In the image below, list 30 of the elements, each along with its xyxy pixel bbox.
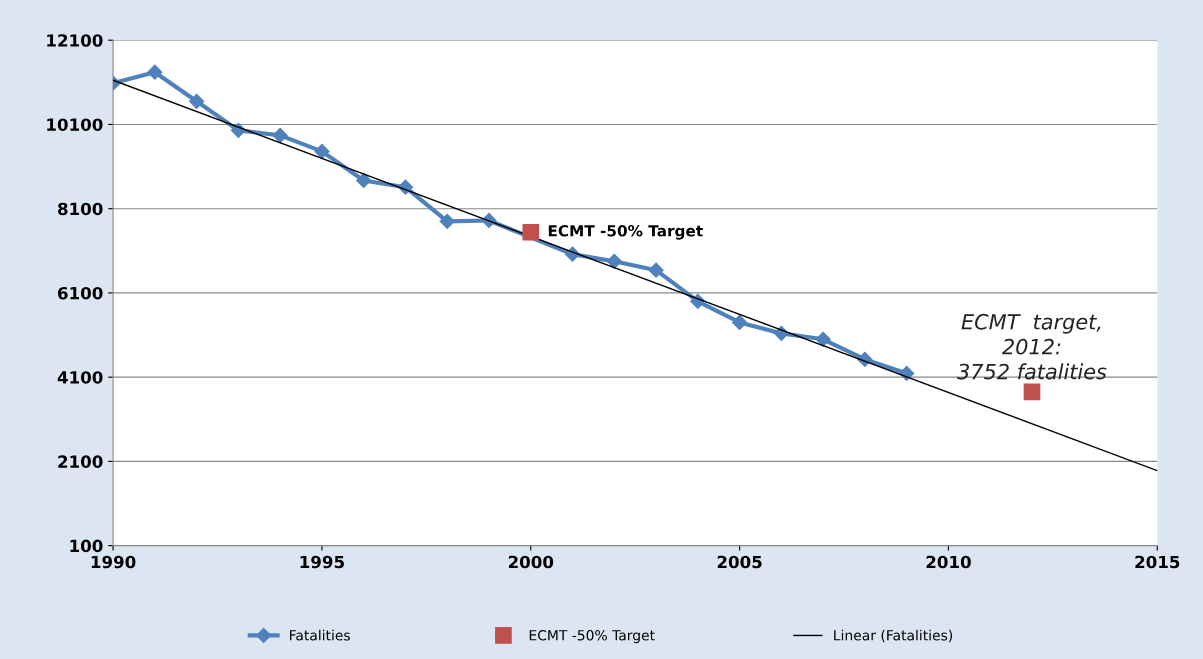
x-tick-label: 1990 xyxy=(91,555,136,569)
point xyxy=(356,172,372,189)
point xyxy=(314,143,330,159)
y-tick-label: 8100 xyxy=(57,202,103,216)
point xyxy=(732,314,748,330)
x-tick-label: 2000 xyxy=(508,555,554,569)
legend-label: Linear (Fatalities) xyxy=(834,629,953,643)
point xyxy=(815,331,831,347)
x-tick-label: 2005 xyxy=(717,555,762,569)
point xyxy=(147,64,163,80)
y-tick-label: 10100 xyxy=(47,118,103,132)
point xyxy=(1023,383,1041,401)
point xyxy=(648,262,664,278)
x-tick-label: 2010 xyxy=(926,555,971,569)
point xyxy=(522,223,540,241)
annotation: ECMT target, 2012: 3752 fatalities xyxy=(957,313,1107,380)
y-tick-label: 100 xyxy=(70,539,103,553)
y-tick-label: 2100 xyxy=(58,455,103,468)
y-tick-label: 4100 xyxy=(57,371,103,384)
annotation: ECMT -50% Target xyxy=(548,225,703,240)
point xyxy=(189,93,205,109)
x-tick-label: 2015 xyxy=(1135,555,1180,569)
x-tick-label: 1995 xyxy=(300,555,344,569)
y-tick-label: 6100 xyxy=(58,286,103,300)
legend-label: ECMT -50% Target xyxy=(529,630,655,644)
point xyxy=(439,213,455,229)
legend-label: Fatalities xyxy=(290,629,350,641)
point xyxy=(606,253,622,269)
point xyxy=(272,127,288,143)
y-tick-label: 12100 xyxy=(47,34,103,47)
